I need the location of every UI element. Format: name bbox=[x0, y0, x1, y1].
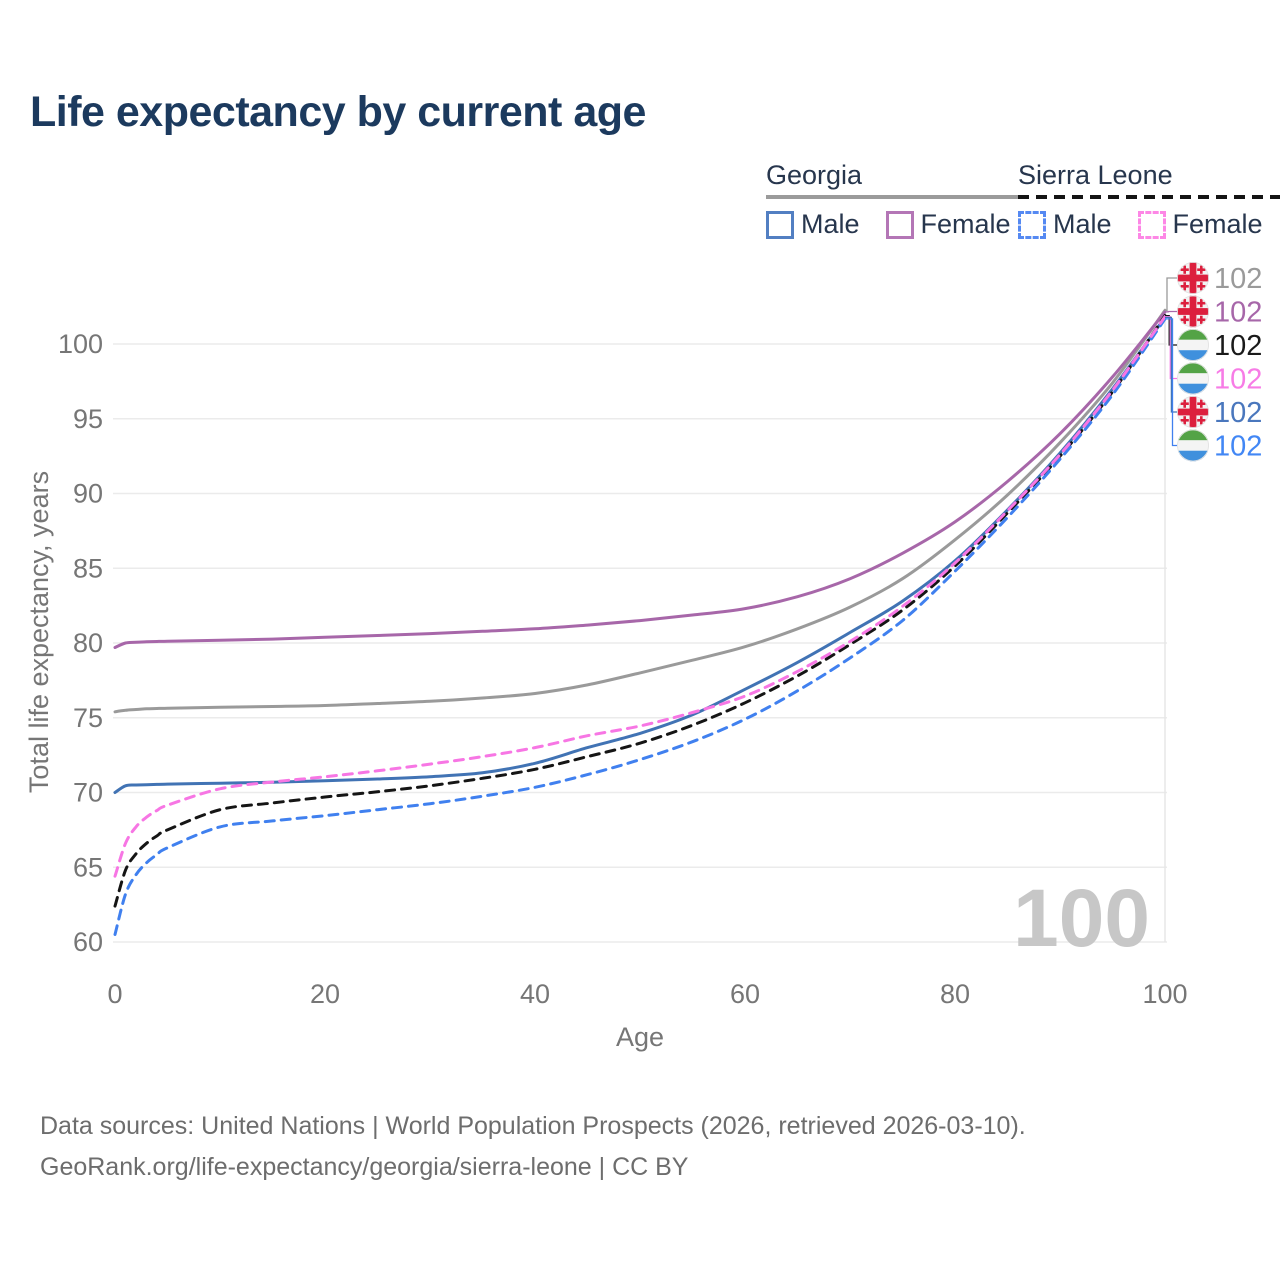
y-axis-title: Total life expectancy, years bbox=[24, 471, 54, 793]
series-line-sierra-leone-male[interactable] bbox=[113, 317, 1167, 936]
y-tick-label: 75 bbox=[73, 703, 103, 733]
age-counter-watermark: 100 bbox=[1013, 873, 1150, 964]
legend-line-sample-dashed bbox=[1018, 195, 1280, 199]
series-line-georgia[interactable] bbox=[113, 308, 1167, 714]
leader-line-georgia-male bbox=[1165, 316, 1178, 413]
chart-footer: Data sources: United Nations | World Pop… bbox=[40, 1106, 1026, 1188]
x-axis-title: Age bbox=[616, 1022, 664, 1052]
attribution-text: GeoRank.org/life-expectancy/georgia/sier… bbox=[40, 1153, 689, 1181]
page-title: Life expectancy by current age bbox=[30, 88, 646, 136]
end-value-label-georgia-female: 102 bbox=[1214, 297, 1262, 329]
y-tick-label: 80 bbox=[73, 628, 103, 658]
sierra-leone-male-swatch-icon bbox=[1018, 210, 1046, 239]
legend-item-label: Female bbox=[920, 209, 1011, 239]
georgia-female-swatch-icon bbox=[885, 210, 914, 239]
y-tick-label: 100 bbox=[58, 329, 103, 359]
leader-line-georgia bbox=[1165, 277, 1178, 312]
x-tick-label: 100 bbox=[1142, 979, 1187, 1009]
legend-item-sierra-leone-male[interactable]: Male bbox=[1018, 209, 1112, 240]
leader-line-sierra-leone-male bbox=[1165, 318, 1178, 447]
sierra-leone-flag-icon bbox=[1177, 329, 1209, 361]
y-tick-label: 95 bbox=[73, 404, 103, 434]
legend-header-sierra-leone[interactable]: Sierra Leone bbox=[1018, 160, 1173, 190]
end-value-label-georgia-male: 102 bbox=[1214, 397, 1262, 429]
series-line-georgia-female[interactable] bbox=[113, 310, 1167, 649]
legend-group-georgia: Georgia Male Female bbox=[766, 160, 1029, 240]
leader-line-sierra-leone-female bbox=[1165, 315, 1178, 380]
y-tick-label: 70 bbox=[73, 778, 103, 808]
sierra-leone-flag-icon bbox=[1177, 362, 1209, 395]
end-value-label-sierra-leone-male: 102 bbox=[1214, 431, 1262, 463]
y-tick-label: 65 bbox=[73, 852, 103, 882]
x-tick-label: 0 bbox=[107, 979, 122, 1009]
legend-item-georgia-male[interactable]: Male bbox=[766, 209, 860, 240]
y-tick-label: 90 bbox=[73, 479, 103, 509]
legend-item-georgia-female[interactable]: Female bbox=[885, 209, 1011, 240]
end-value-label-georgia: 102 bbox=[1214, 263, 1262, 295]
y-tick-label: 85 bbox=[73, 553, 103, 583]
legend-item-label: Male bbox=[801, 209, 860, 239]
legend-header-georgia[interactable]: Georgia bbox=[766, 160, 863, 190]
legend-line-sample-solid bbox=[766, 195, 1029, 199]
georgia-flag-icon bbox=[1177, 262, 1209, 294]
georgia-flag-icon bbox=[1177, 295, 1209, 328]
end-value-label-sierra-leone: 102 bbox=[1214, 330, 1262, 362]
legend-group-sierra-leone: Sierra Leone Male Female bbox=[1018, 160, 1280, 240]
georgia-male-swatch-icon bbox=[766, 210, 794, 239]
y-tick-label: 60 bbox=[73, 927, 103, 957]
georgia-flag-icon bbox=[1177, 396, 1209, 428]
series-line-sierra-leone-female[interactable] bbox=[113, 315, 1167, 878]
x-tick-label: 20 bbox=[310, 979, 340, 1009]
x-tick-label: 80 bbox=[940, 979, 970, 1009]
legend-item-sierra-leone-female[interactable]: Female bbox=[1137, 209, 1263, 240]
series-line-sierra-leone[interactable] bbox=[113, 314, 1167, 908]
sierra-leone-flag-icon bbox=[1177, 429, 1209, 462]
legend-item-label: Male bbox=[1053, 209, 1112, 239]
leader-line-sierra-leone bbox=[1165, 314, 1178, 346]
x-tick-label: 60 bbox=[730, 979, 760, 1009]
series-line-georgia-male[interactable] bbox=[113, 315, 1167, 794]
data-sources-text: Data sources: United Nations | World Pop… bbox=[40, 1112, 1026, 1140]
legend-item-label: Female bbox=[1172, 209, 1263, 239]
end-value-label-sierra-leone-female: 102 bbox=[1214, 364, 1262, 396]
sierra-leone-female-swatch-icon bbox=[1137, 210, 1166, 239]
x-tick-label: 40 bbox=[520, 979, 550, 1009]
